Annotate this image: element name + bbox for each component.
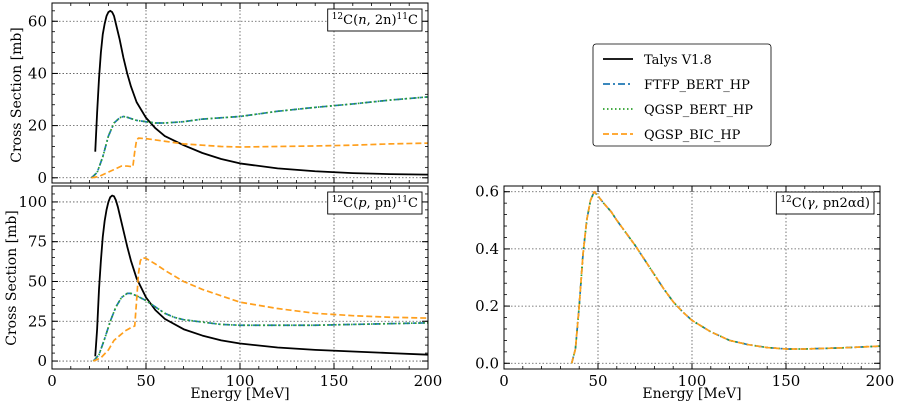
x-tick-label: 50: [588, 372, 607, 390]
x-tick-label: 150: [320, 372, 349, 390]
y-tick-label: 0: [37, 352, 47, 370]
x-tick-label: 100: [678, 372, 707, 390]
y-tick-label: 60: [28, 12, 47, 30]
series-line-qgsp-bic-hp: [93, 256, 428, 362]
svg-text:12C(p, pn)11C: 12C(p, pn)11C: [332, 195, 418, 211]
y-tick-label: 40: [28, 64, 47, 82]
y-tick-label: 50: [28, 272, 47, 290]
x-tick-label: 150: [772, 372, 801, 390]
legend-frame: [592, 43, 772, 147]
series-line-ftfp-bert-hp: [92, 292, 428, 362]
series-line-ftfp-bert-hp: [90, 96, 428, 179]
x-tick-label: 100: [226, 372, 255, 390]
reaction-annotation: 12C(p, pn)11C: [327, 191, 423, 215]
ylabel-left: Cross Section [mb]: [9, 27, 25, 163]
x-tick-label: 200: [866, 372, 895, 390]
panel-gamma: 0 50 100 150 200 0.0 0.2 0.4 0.6 12C(γ, pn2αd): [475, 183, 894, 390]
xlabel-left: Energy [MeV]: [190, 386, 289, 402]
legend-entry-label: Talys V1.8: [644, 53, 712, 68]
legend-entry-label: QGSP_BERT_HP: [644, 103, 753, 118]
reaction-annotation: 12C(n, 2n)11C: [327, 8, 423, 32]
svg-text:12C(n, 2n)11C: 12C(n, 2n)11C: [332, 12, 418, 28]
legend-entry-label: FTFP_BERT_HP: [644, 78, 750, 93]
xlabel-right: Energy [MeV]: [642, 386, 741, 402]
y-tick-label: 0: [37, 169, 47, 187]
legend: Talys V1.8 FTFP_BERT_HP QGSP_BERT_HP QGSP_B…: [592, 43, 772, 147]
x-tick-label: 0: [47, 372, 57, 390]
panel-ppn: 0 50 100 150 200 0 25 50 75 100 12C(p, pn)11C: [18, 185, 443, 390]
svg-text:12C(γ, pn2αd): 12C(γ, pn2αd): [780, 195, 870, 211]
y-tick-label: 100: [18, 193, 47, 211]
y-tick-label: 25: [28, 312, 47, 330]
y-tick-label: 0.0: [475, 354, 499, 372]
series-line-qgsp-bic-hp: [91, 137, 428, 179]
series-line-qgsp-bic-hp: [570, 190, 880, 364]
x-tick-label: 200: [414, 372, 443, 390]
ylabel-left-lower: Cross Section [mb]: [4, 210, 20, 346]
series-line-qgsp-bert-hp: [90, 96, 428, 179]
series-line-talys-v1-8: [94, 9, 428, 176]
series-line-qgsp-bert-hp: [92, 292, 428, 362]
series-line-talys-v1-8: [94, 194, 428, 357]
legend-entry-label: QGSP_BIC_HP: [644, 128, 741, 143]
reaction-annotation: 12C(γ, pn2αd): [775, 191, 875, 215]
series-line-qgsp-bert-hp: [570, 190, 880, 364]
series-line-ftfp-bert-hp: [570, 190, 880, 364]
y-tick-label: 75: [28, 233, 47, 251]
x-tick-label: 0: [499, 372, 509, 390]
x-tick-label: 50: [136, 372, 155, 390]
y-tick-label: 0.2: [475, 297, 499, 315]
y-tick-label: 0.6: [475, 183, 499, 201]
panel-n2n: 0 20 40 60 12C(n, 2n)11C: [28, 2, 429, 187]
y-tick-label: 20: [28, 117, 47, 135]
y-tick-label: 0.4: [475, 240, 499, 258]
